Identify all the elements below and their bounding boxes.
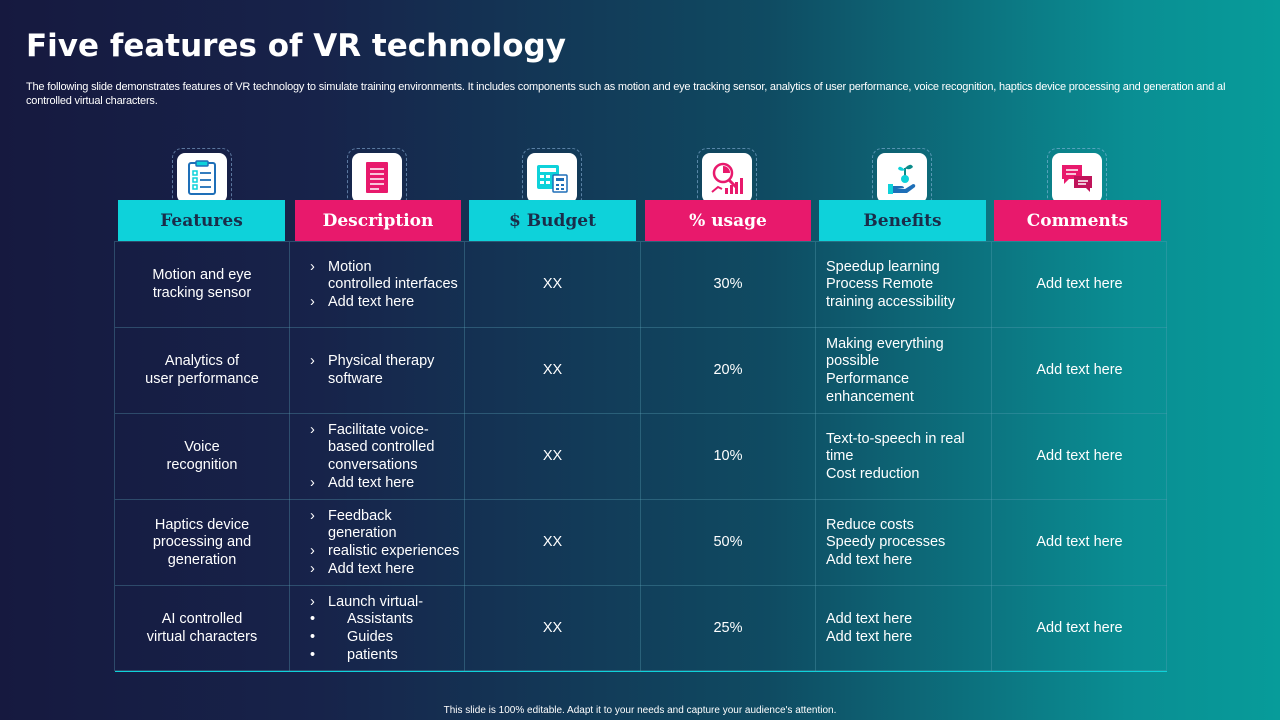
chat-bubbles-icon <box>1052 153 1102 203</box>
list-item: • patients <box>310 646 398 663</box>
benefits-cell: Add text here Add text here <box>816 586 992 672</box>
list-item: based controlled <box>328 439 435 456</box>
table-row: Motion and eye tracking sensor › Motion c… <box>115 242 1167 328</box>
comments-icon-frame <box>1047 148 1107 208</box>
page-subtitle: The following slide demonstrates feature… <box>26 81 1226 107</box>
usage-cell: 30% <box>641 242 816 328</box>
benefits-cell: Reduce costs Speedy processes Add text h… <box>816 500 992 586</box>
header-comments: Comments <box>994 200 1161 241</box>
usage-cell: 50% <box>641 500 816 586</box>
header-usage: % usage <box>645 200 811 241</box>
feature-cell: Analytics of user performance <box>115 328 290 414</box>
benefits-cell: Speedup learning Process Remote training… <box>816 242 992 328</box>
list-item: › Add text here <box>310 560 415 577</box>
list-item: › Add text here <box>310 474 415 491</box>
description-cell: › Physical therapy software <box>290 328 465 414</box>
money-plant-hand-icon <box>877 153 927 203</box>
budget-cell: XX <box>465 242 641 328</box>
benefits-cell: Text-to-speech in real time Cost reducti… <box>816 414 992 500</box>
usage-cell: 10% <box>641 414 816 500</box>
budget-cell: XX <box>465 500 641 586</box>
description-cell: › Motion controlled interfaces › Add text … <box>290 242 465 328</box>
comments-cell: Add text here <box>1036 448 1123 465</box>
feature-cell: AI controlled virtual characters <box>115 586 290 672</box>
document-icon <box>352 153 402 203</box>
list-item: › Feedback <box>310 507 392 524</box>
feature-cell: Haptics device processing and generation <box>115 500 290 586</box>
features-table: Motion and eye tracking sensor › Motion c… <box>114 241 1167 672</box>
budget-calculator-icon <box>527 153 577 203</box>
benefits-cell: Making everything possible Performance e… <box>816 328 992 414</box>
comments-cell: Add text here <box>1036 276 1123 293</box>
list-item: › Motion <box>310 258 372 275</box>
list-item: › realistic experiences <box>310 543 460 559</box>
comments-cell: Add text here <box>1036 362 1123 379</box>
description-cell: › Feedback generation › realistic experien… <box>290 500 465 586</box>
list-item: › Add text here <box>310 293 415 310</box>
table-row: Voice recognition › Facilitate voice- bas… <box>115 414 1167 500</box>
header-benefits: Benefits <box>819 200 986 241</box>
table-row: Analytics of user performance › Physical … <box>115 328 1167 414</box>
budget-icon-frame <box>522 148 582 208</box>
comments-cell: Add text here <box>1036 534 1123 551</box>
analytics-chart-icon <box>702 153 752 203</box>
page-title: Five features of VR technology <box>26 28 566 64</box>
usage-cell: 20% <box>641 328 816 414</box>
usage-icon-frame <box>697 148 757 208</box>
list-item: controlled interfaces <box>328 276 458 293</box>
list-item: › Physical therapy <box>310 353 435 370</box>
description-cell: › Facilitate voice- based controlled conv… <box>290 414 465 500</box>
usage-cell: 25% <box>641 586 816 672</box>
header-description: Description <box>295 200 461 241</box>
budget-cell: XX <box>465 586 641 672</box>
features-icon-frame <box>172 148 232 208</box>
table-row: Haptics device processing and generation… <box>115 500 1167 586</box>
benefits-icon-frame <box>872 148 932 208</box>
feature-cell: Voice recognition <box>115 414 290 500</box>
list-item: › Facilitate voice- <box>310 421 429 438</box>
list-item: • Assistants <box>310 611 414 628</box>
list-item: conversations <box>328 457 418 473</box>
checklist-icon <box>177 153 227 203</box>
table-row: AI controlled virtual characters › Launch… <box>115 586 1167 672</box>
list-item: • Guides <box>310 629 393 645</box>
list-item: software <box>328 371 383 387</box>
description-cell: › Launch virtual- • Assistants • Guides • pa… <box>290 586 465 672</box>
footer-note: This slide is 100% editable. Adapt it to… <box>443 705 837 716</box>
header-features: Features <box>118 200 285 241</box>
budget-cell: XX <box>465 414 641 500</box>
feature-cell: Motion and eye tracking sensor <box>115 242 290 328</box>
description-icon-frame <box>347 148 407 208</box>
header-budget: $ Budget <box>469 200 636 241</box>
comments-cell: Add text here <box>1036 620 1123 637</box>
list-item: › Launch virtual- <box>310 593 424 610</box>
list-item: generation <box>328 525 397 542</box>
budget-cell: XX <box>465 328 641 414</box>
